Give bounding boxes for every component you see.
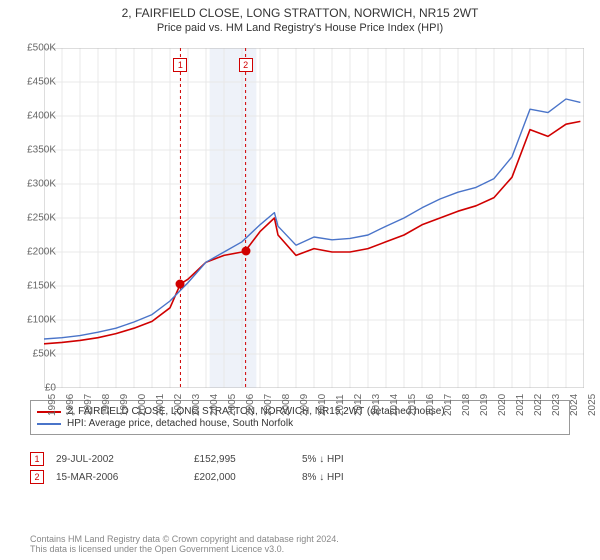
attribution-line: Contains HM Land Registry data © Crown c…	[30, 534, 570, 544]
sale-marker-2: 2	[239, 58, 253, 72]
sale-hpi-delta: 5% ↓ HPI	[302, 454, 402, 465]
x-axis-label: 2005	[227, 394, 238, 416]
x-axis-label: 2003	[191, 394, 202, 416]
x-axis-label: 2001	[155, 394, 166, 416]
x-axis-label: 2004	[209, 394, 220, 416]
x-axis-label: 2013	[371, 394, 382, 416]
sale-marker-badge: 1	[30, 452, 44, 466]
x-axis-label: 2009	[299, 394, 310, 416]
x-axis-label: 2021	[515, 394, 526, 416]
sale-point-icon	[241, 246, 250, 255]
y-axis-label: £0	[16, 383, 56, 394]
y-axis-label: £100K	[16, 315, 56, 326]
sale-row: 2 15-MAR-2006 £202,000 8% ↓ HPI	[30, 470, 570, 484]
x-axis-label: 2011	[335, 394, 346, 416]
x-axis-label: 2010	[317, 394, 328, 416]
x-axis-label: 2020	[497, 394, 508, 416]
x-axis-label: 2006	[245, 394, 256, 416]
y-axis-label: £500K	[16, 43, 56, 54]
x-axis-label: 2024	[569, 394, 580, 416]
x-axis-label: 1998	[101, 394, 112, 416]
x-axis-label: 2019	[479, 394, 490, 416]
x-axis-label: 2008	[281, 394, 292, 416]
attribution-line: This data is licensed under the Open Gov…	[30, 544, 570, 554]
x-axis-label: 1996	[65, 394, 76, 416]
x-axis-label: 1995	[47, 394, 58, 416]
sale-date: 15-MAR-2006	[56, 472, 186, 483]
x-axis-label: 2016	[425, 394, 436, 416]
x-axis-label: 2023	[551, 394, 562, 416]
sale-price: £152,995	[194, 454, 294, 465]
x-axis-label: 2007	[263, 394, 274, 416]
sale-row: 1 29-JUL-2002 £152,995 5% ↓ HPI	[30, 452, 570, 466]
y-axis-label: £250K	[16, 213, 56, 224]
x-axis-label: 2018	[461, 394, 472, 416]
chart-subtitle: Price paid vs. HM Land Registry's House …	[0, 22, 600, 34]
y-axis-label: £50K	[16, 349, 56, 360]
x-axis-label: 2022	[533, 394, 544, 416]
x-axis-label: 2000	[137, 394, 148, 416]
y-axis-label: £400K	[16, 111, 56, 122]
sale-hpi-delta: 8% ↓ HPI	[302, 472, 402, 483]
sale-price: £202,000	[194, 472, 294, 483]
y-axis-label: £150K	[16, 281, 56, 292]
x-axis-label: 2002	[173, 394, 184, 416]
sale-point-icon	[176, 279, 185, 288]
legend-swatch-icon	[37, 423, 61, 425]
sale-marker-badge: 2	[30, 470, 44, 484]
attribution: Contains HM Land Registry data © Crown c…	[30, 534, 570, 554]
legend-item: HPI: Average price, detached house, Sout…	[37, 418, 563, 429]
sale-date: 29-JUL-2002	[56, 454, 186, 465]
x-axis-label: 2017	[443, 394, 454, 416]
x-axis-label: 2025	[587, 394, 598, 416]
plot-area	[44, 48, 584, 388]
x-axis-label: 1999	[119, 394, 130, 416]
chart-titles: 2, FAIRFIELD CLOSE, LONG STRATTON, NORWI…	[0, 0, 600, 34]
line-chart	[44, 48, 584, 388]
y-axis-label: £300K	[16, 179, 56, 190]
sales-table: 1 29-JUL-2002 £152,995 5% ↓ HPI 2 15-MAR-2006…	[30, 448, 570, 488]
x-axis-label: 2012	[353, 394, 364, 416]
sale-marker-1: 1	[173, 58, 187, 72]
y-axis-label: £350K	[16, 145, 56, 156]
x-axis-label: 2015	[407, 394, 418, 416]
y-axis-label: £200K	[16, 247, 56, 258]
chart-title: 2, FAIRFIELD CLOSE, LONG STRATTON, NORWI…	[0, 6, 600, 20]
y-axis-label: £450K	[16, 77, 56, 88]
legend-label: HPI: Average price, detached house, Sout…	[67, 418, 293, 429]
x-axis-label: 1997	[83, 394, 94, 416]
x-axis-label: 2014	[389, 394, 400, 416]
